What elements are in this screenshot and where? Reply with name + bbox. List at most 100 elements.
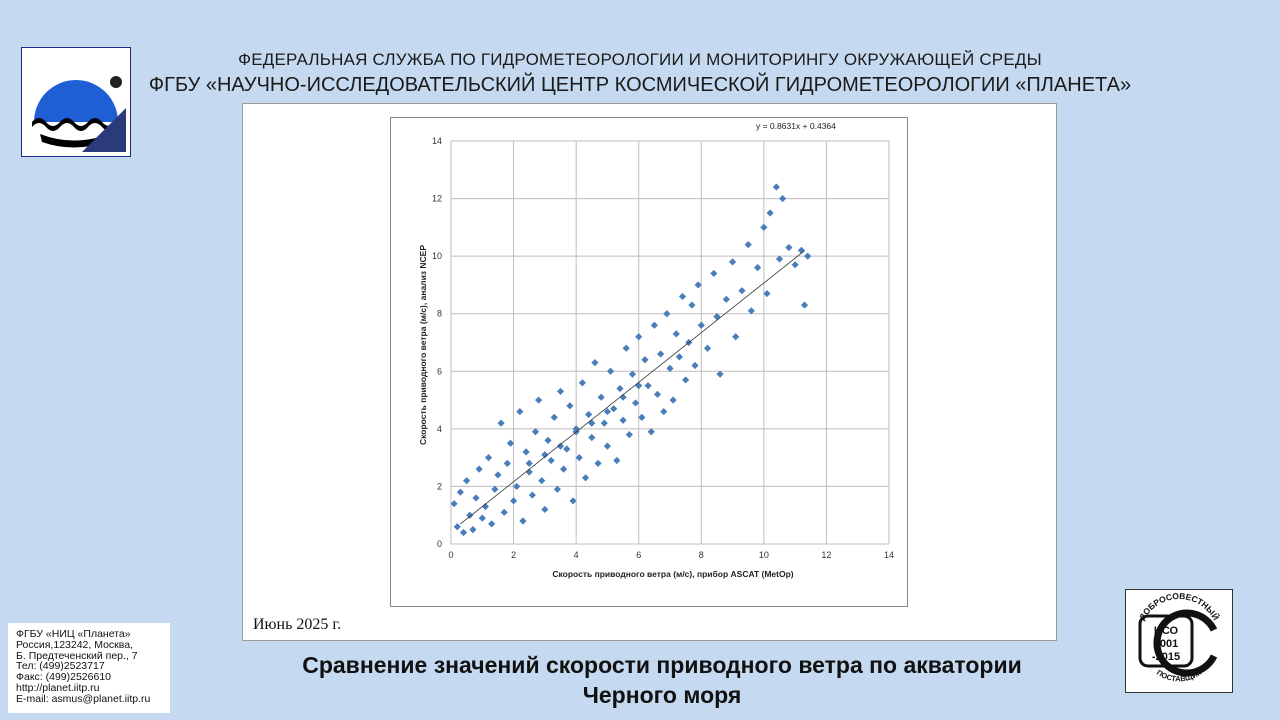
data-point [500, 508, 508, 516]
data-point [575, 454, 583, 462]
y-tick-label: 2 [437, 481, 442, 491]
x-tick-label: 2 [511, 550, 516, 560]
data-point [713, 312, 721, 321]
data-point [647, 428, 655, 436]
iso-line3: -2015 [1152, 651, 1180, 663]
x-tick-label: 14 [884, 550, 894, 560]
data-point [463, 477, 471, 485]
data-point [657, 350, 665, 358]
iso-line1: ИСО [1154, 625, 1179, 637]
data-point [550, 413, 558, 421]
data-point [538, 477, 546, 485]
data-point [509, 497, 518, 505]
data-point [675, 353, 683, 361]
data-point [779, 194, 787, 203]
data-point [635, 333, 643, 341]
data-point [678, 292, 687, 301]
planeta-logo-icon [32, 76, 126, 152]
data-point [797, 246, 805, 254]
data-point [475, 465, 483, 473]
data-point [732, 333, 740, 341]
contact-info: ФГБУ «НИЦ «Планета» Россия,123242, Москв… [8, 623, 170, 713]
slide-title-line1: Сравнение значений скорости приводного в… [302, 652, 1022, 678]
data-point [653, 390, 662, 398]
data-point [738, 287, 746, 295]
data-point [560, 465, 568, 473]
data-point [588, 433, 596, 442]
data-point [610, 405, 618, 413]
contact-line: ФГБУ «НИЦ «Планета» [16, 628, 131, 640]
data-point [556, 442, 565, 450]
x-axis-label: Скорость приводного ветра (м/с), прибор … [552, 569, 793, 579]
data-point [541, 505, 549, 514]
data-point [663, 310, 671, 318]
data-point [766, 209, 774, 217]
data-point [804, 252, 812, 260]
data-point [578, 379, 586, 387]
data-point [472, 494, 480, 502]
data-point [459, 528, 468, 537]
data-point [469, 526, 477, 534]
data-point [628, 370, 637, 378]
data-point [547, 456, 555, 465]
data-point [641, 356, 649, 364]
data-point [569, 497, 577, 505]
data-point [669, 396, 677, 404]
data-point [694, 281, 702, 289]
data-point [566, 402, 574, 410]
slide-title: Сравнение значений скорости приводного в… [242, 650, 1082, 710]
data-point [585, 410, 593, 419]
data-point [722, 295, 730, 303]
trendline-equation: y = 0.8631x + 0.4364 [756, 121, 836, 131]
data-point [591, 359, 599, 367]
iso-line2: 9001 [1154, 638, 1178, 650]
contact-website[interactable]: http://planet.iitp.ru [16, 681, 100, 694]
contact-line: Б. Предтеченский пер., 7 [16, 649, 138, 662]
data-point [747, 307, 755, 315]
data-point [772, 183, 780, 191]
data-point [531, 428, 540, 436]
slide-title-line2: Черного моря [582, 682, 742, 708]
data-point [456, 488, 464, 496]
data-point [682, 376, 690, 384]
data-point [631, 399, 640, 407]
data-point [728, 258, 737, 266]
data-point [691, 361, 699, 370]
data-point [453, 523, 461, 531]
y-axis-label: Скорость приводного ветра (м/с), анализ … [418, 245, 428, 445]
data-point [622, 344, 630, 352]
data-point [791, 261, 799, 269]
data-point [484, 454, 493, 462]
data-point [535, 396, 543, 404]
data-point [660, 407, 668, 416]
data-point [581, 474, 590, 482]
data-point [588, 419, 596, 427]
data-point [744, 241, 752, 249]
planeta-logo [21, 47, 131, 157]
data-point [760, 223, 768, 231]
x-tick-label: 0 [448, 550, 453, 560]
data-point [494, 471, 502, 479]
data-point [625, 431, 633, 439]
iso-certificate-icon: ДОБРОСОВЕСТНЫЙ ИСО 9001 -2015 ПОСТАВЩИК [1137, 591, 1222, 684]
data-point [544, 436, 552, 444]
x-tick-label: 10 [759, 550, 769, 560]
iso-badge: ДОБРОСОВЕСТНЫЙ ИСО 9001 -2015 ПОСТАВЩИК [1125, 589, 1233, 693]
x-tick-label: 4 [574, 550, 579, 560]
report-date: Июнь 2025 г. [253, 616, 342, 633]
data-point [800, 301, 809, 309]
data-point [754, 264, 762, 272]
x-tick-label: 8 [699, 550, 704, 560]
data-point [525, 468, 533, 476]
data-point [703, 344, 712, 352]
data-point [563, 445, 571, 453]
y-tick-label: 0 [437, 539, 442, 549]
y-tick-label: 12 [432, 194, 442, 204]
data-point [775, 255, 784, 263]
contact-email[interactable]: E-mail: asmus@planet.iitp.ru [16, 692, 151, 705]
y-tick-label: 6 [437, 366, 442, 376]
data-point [672, 330, 680, 338]
chart-points [450, 183, 812, 537]
contact-line: Факс: (499)2526610 [16, 671, 112, 684]
data-point [635, 382, 643, 390]
